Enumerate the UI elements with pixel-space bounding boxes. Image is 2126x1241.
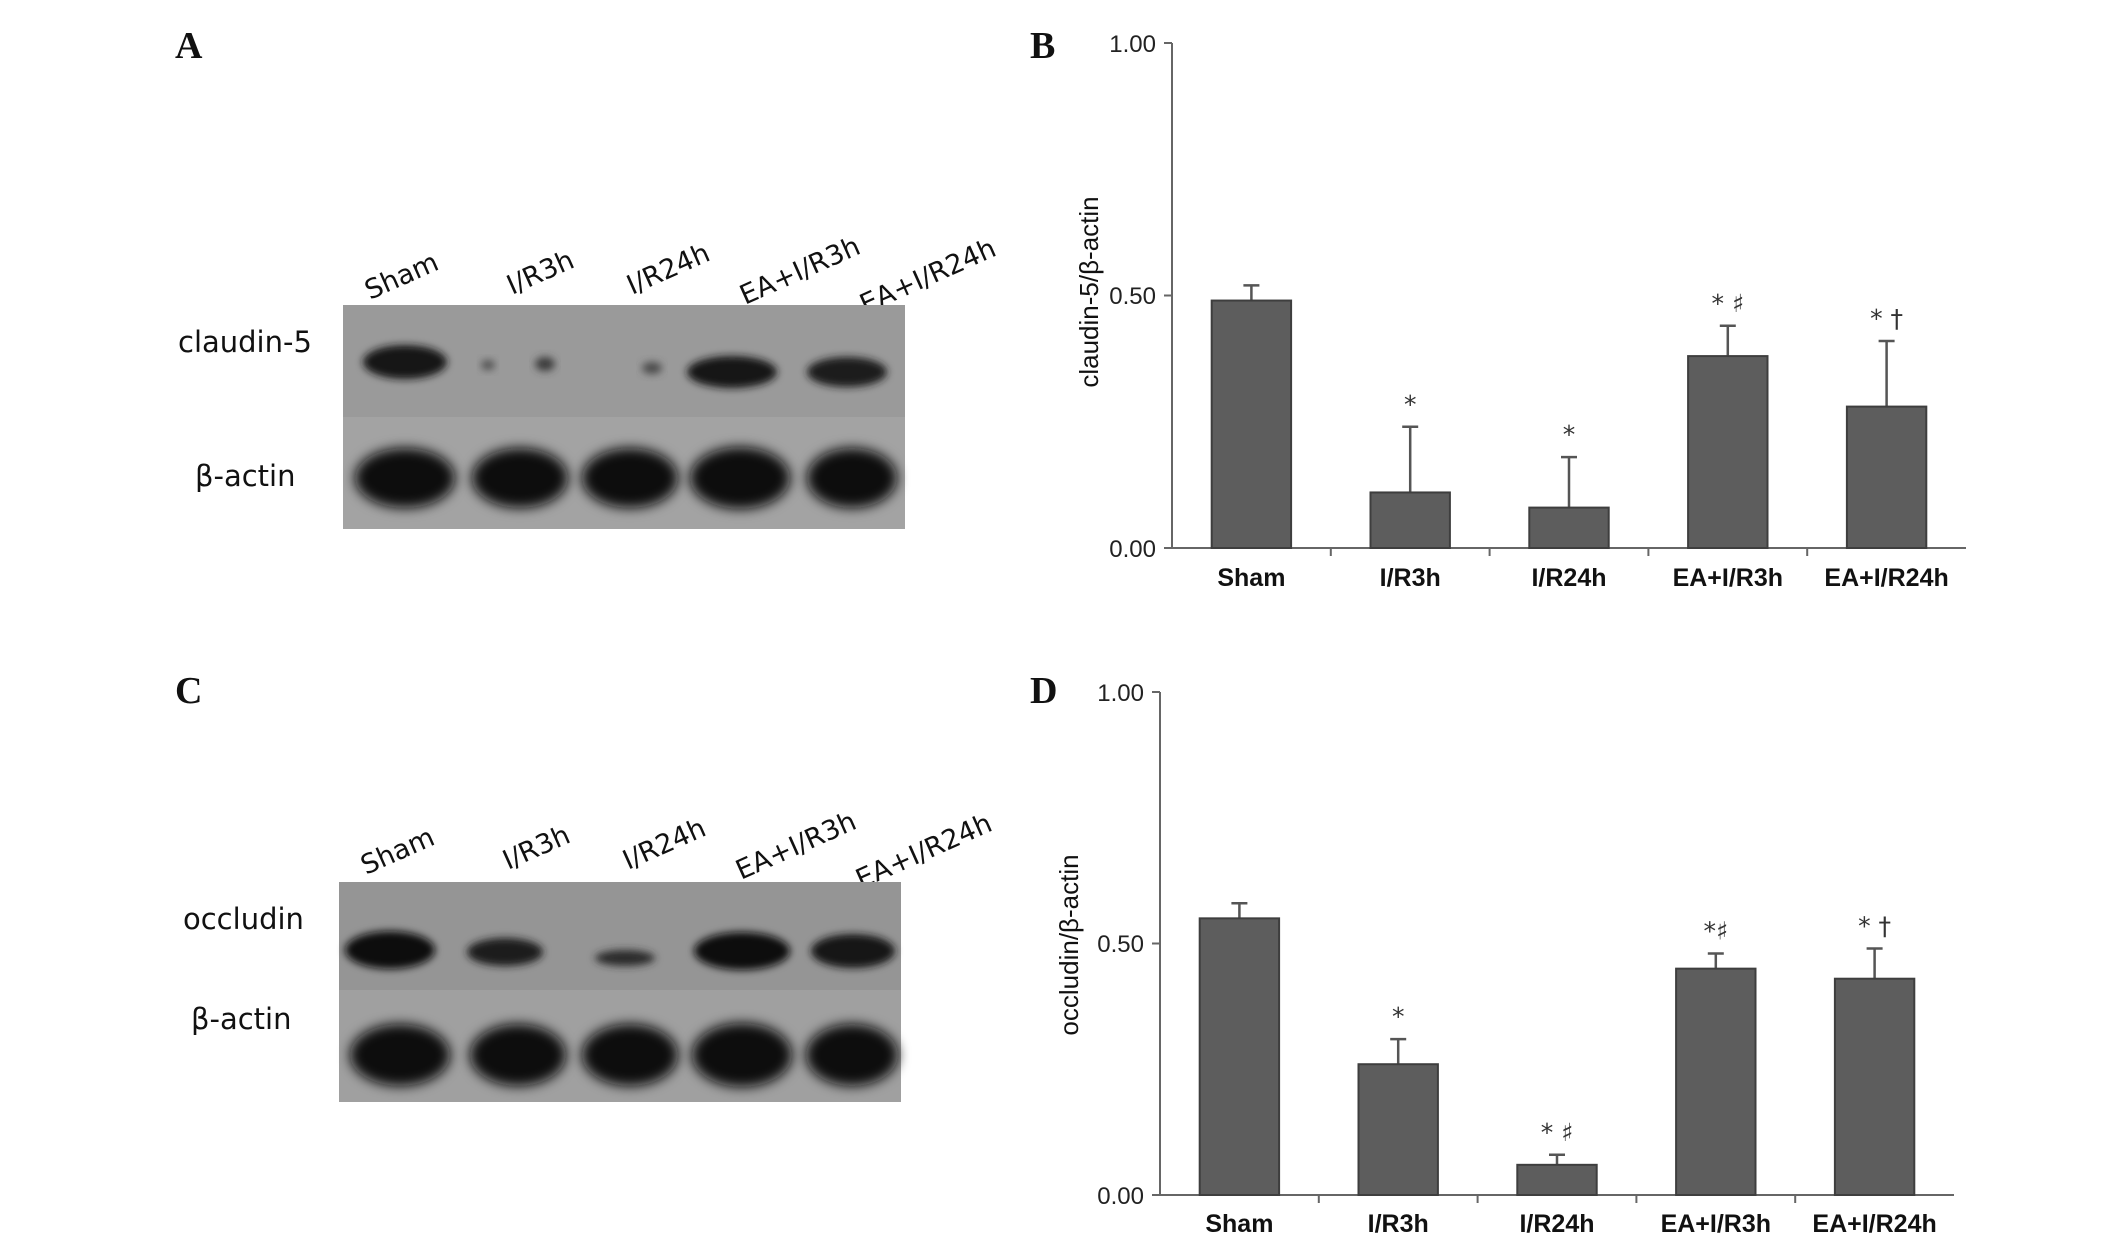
blot-c-protein-membrane	[339, 882, 901, 990]
chart-b-category-label: I/R3h	[1380, 564, 1441, 592]
blot-a-lane-label-2: I/R3h	[502, 245, 579, 302]
blot-a-band	[535, 357, 555, 371]
blot-a-band	[582, 448, 678, 508]
chart-b-ytick-label: 0.50	[1109, 283, 1156, 310]
chart-b-y-axis-title: claudin-5/β-actin	[1074, 196, 1104, 387]
blot-c-band	[806, 1024, 898, 1086]
blot-a-control-label: β-actin	[195, 459, 296, 493]
blot-c-band	[811, 934, 895, 968]
chart-d-ytick-label: 0.50	[1097, 931, 1144, 958]
chart-b-significance-label: * ♯	[1712, 289, 1745, 318]
chart-d-category-label: I/R3h	[1368, 1210, 1429, 1238]
western-blot-a: Sham I/R3h I/R24h EA+I/R3h EA+I/R24h cla…	[178, 231, 1001, 529]
blot-c-protein-label: occludin	[183, 902, 304, 936]
chart-b-ytick-label: 0.00	[1109, 536, 1156, 563]
chart-d-significance-label: * †	[1858, 912, 1891, 941]
blot-c-band	[692, 1023, 792, 1087]
blot-a-band	[355, 448, 455, 508]
chart-d-ytick-label: 0.00	[1097, 1183, 1144, 1210]
chart-b-bar	[1845, 405, 1928, 549]
chart-d-category-label: I/R24h	[1519, 1210, 1594, 1238]
blot-a-band	[690, 447, 790, 509]
panel-letter-b: B	[1030, 25, 1055, 67]
blot-c-lane-label-4: EA+I/R3h	[731, 806, 861, 886]
chart-d-bar	[1675, 967, 1757, 1197]
chart-d-bar	[1198, 917, 1281, 1196]
blot-a-band	[807, 357, 887, 387]
chart-b-significance-label: *	[1404, 390, 1417, 419]
panel-letter-c: C	[175, 670, 202, 712]
blot-c-band	[350, 1024, 450, 1086]
chart-b-bar	[1528, 506, 1610, 550]
blot-a-protein-label: claudin-5	[178, 325, 312, 359]
bar-chart-b: 1.00 0.50 0.00 claudin-5/β-actin Sham I/R…	[1074, 31, 1966, 592]
blot-a-band	[363, 345, 447, 379]
chart-b-category-label: I/R24h	[1531, 564, 1606, 592]
chart-d-significance-label: *♯	[1703, 917, 1728, 946]
chart-d-category-label: EA+I/R3h	[1661, 1210, 1771, 1238]
panel-letter-d: D	[1030, 670, 1057, 712]
blot-c-band	[694, 932, 790, 970]
chart-b-significance-label: *	[1563, 420, 1576, 449]
chart-b-category-label: EA+I/R24h	[1824, 564, 1948, 592]
blot-c-lane-label-1: Sham	[356, 822, 439, 882]
blot-c-lane-label-3: I/R24h	[618, 813, 710, 877]
blot-a-lane-label-1: Sham	[360, 247, 443, 307]
bar-chart-d: 1.00 0.50 0.00 occludin/β-actin Sham I/R3…	[1054, 680, 1954, 1238]
western-blot-c: Sham I/R3h I/R24h EA+I/R3h EA+I/R24h occ…	[183, 806, 997, 1102]
blot-c-control-label: β-actin	[191, 1002, 292, 1036]
blot-c-band	[467, 938, 543, 966]
chart-b-significance-label: * †	[1870, 304, 1903, 333]
blot-a-band	[642, 362, 662, 374]
chart-d-ytick-label: 1.00	[1097, 680, 1144, 707]
blot-a-lane-label-4: EA+I/R3h	[735, 231, 865, 311]
chart-d-bar	[1516, 1163, 1598, 1196]
chart-b-bar	[1210, 299, 1293, 549]
chart-d-significance-label: *	[1392, 1002, 1405, 1031]
blot-a-band	[481, 360, 495, 370]
blot-c-lane-label-2: I/R3h	[498, 820, 575, 877]
chart-d-category-label: EA+I/R24h	[1812, 1210, 1936, 1238]
chart-b-ytick-label: 1.00	[1109, 31, 1156, 58]
chart-b-category-label: EA+I/R3h	[1673, 564, 1783, 592]
blot-c-band	[595, 950, 655, 966]
blot-c-band	[345, 931, 435, 969]
chart-d-bar	[1833, 977, 1916, 1197]
chart-d-category-label: Sham	[1205, 1210, 1273, 1238]
blot-a-band	[687, 356, 777, 388]
chart-d-bar	[1357, 1063, 1439, 1196]
blot-c-band	[582, 1024, 678, 1086]
chart-b-category-label: Sham	[1217, 564, 1285, 592]
blot-a-lane-label-3: I/R24h	[622, 238, 714, 302]
chart-d-significance-label: * ♯	[1541, 1118, 1574, 1147]
chart-b-bar	[1369, 491, 1451, 550]
blot-a-band	[472, 448, 568, 508]
blot-c-band	[470, 1024, 566, 1086]
chart-b-bar	[1687, 355, 1769, 549]
chart-d-y-axis-title: occludin/β-actin	[1054, 854, 1084, 1035]
blot-a-band	[807, 448, 897, 508]
panel-letter-a: A	[175, 25, 203, 67]
